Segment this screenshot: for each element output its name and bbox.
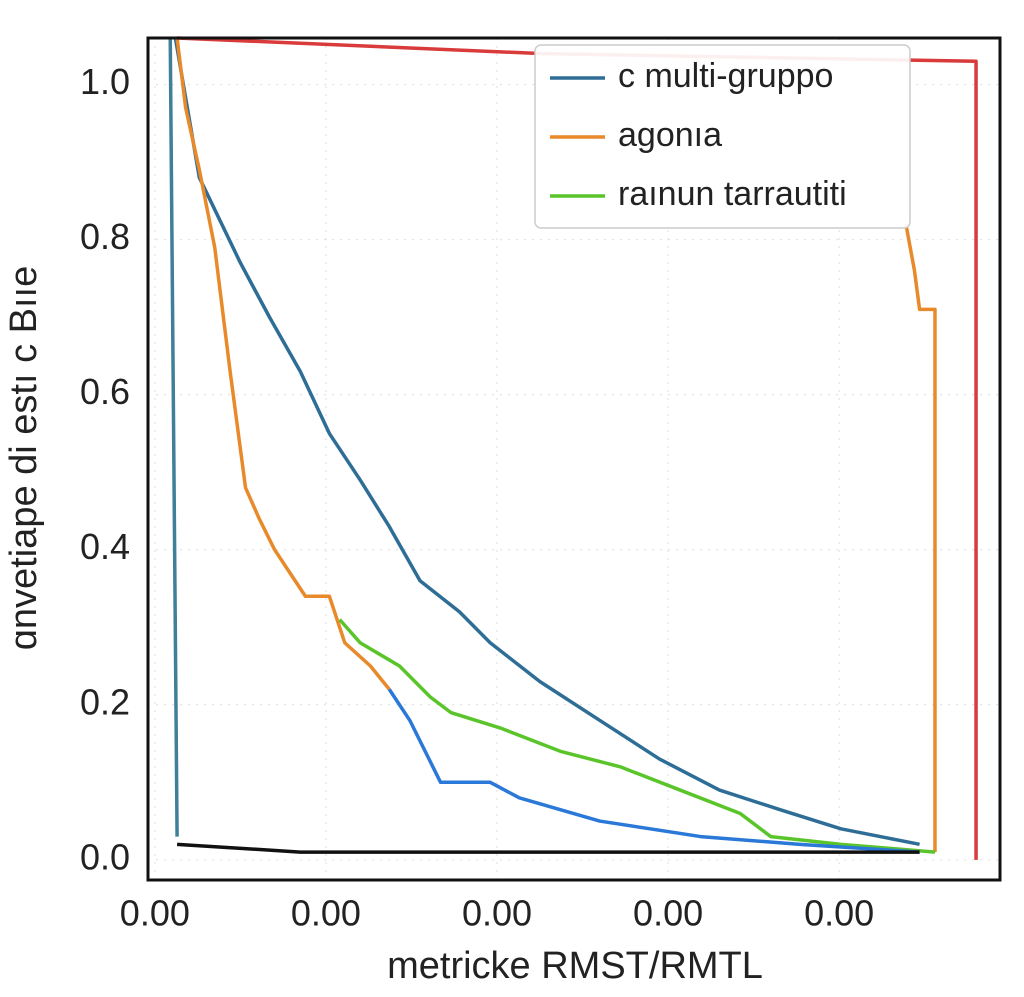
- y-axis-label: ɑnvetiape di estı c Bııe: [3, 266, 45, 650]
- y-tick-label: 0.0: [80, 836, 130, 877]
- series-line: [338, 618, 936, 854]
- y-tick-label: 0.8: [80, 216, 130, 257]
- x-axis-label: metricke RMST/RMTL: [387, 945, 763, 987]
- legend-box: [534, 44, 911, 229]
- series-line: [176, 842, 920, 854]
- y-tick-label: 0.4: [80, 526, 130, 567]
- series-line: [173, 37, 920, 847]
- y-tick-label: 1.0: [80, 61, 130, 102]
- legend: c multi-gruppo agonıa raınun tarrautiti: [534, 44, 911, 229]
- y-tick-label: 0.2: [80, 681, 130, 722]
- x-tick-label: 0.00: [120, 893, 190, 934]
- plot-frame: [146, 36, 1002, 882]
- x-tick-label: 0.00: [804, 893, 874, 934]
- legend-label: c multi-gruppo: [618, 57, 833, 95]
- series-line: [387, 688, 920, 854]
- series-line: [168, 37, 179, 837]
- x-tick-label: 0.00: [291, 893, 361, 934]
- y-tick-label: 0.6: [80, 371, 130, 412]
- series-line: [175, 37, 937, 853]
- legend-label: raınun tarrautiti: [618, 175, 847, 213]
- legend-label: agonıa: [618, 116, 722, 154]
- x-tick-label: 0.00: [462, 893, 532, 934]
- x-tick-label: 0.00: [633, 893, 703, 934]
